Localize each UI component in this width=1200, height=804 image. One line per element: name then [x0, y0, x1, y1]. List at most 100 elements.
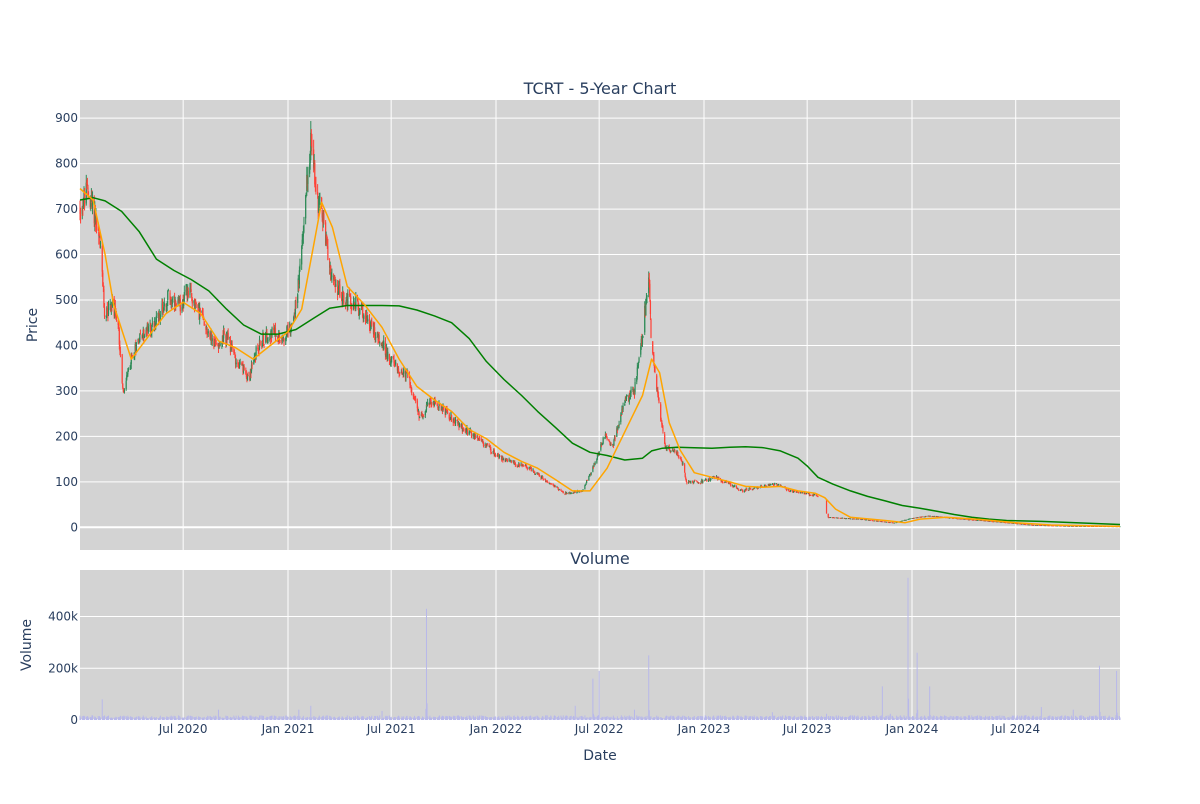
volume-bar: [761, 716, 763, 720]
volume-bar: [696, 717, 698, 720]
candle-body: [481, 439, 483, 442]
volume-bar: [290, 717, 292, 720]
candle-body: [1025, 524, 1027, 526]
volume-bar: [194, 718, 196, 720]
volume-bar: [768, 717, 770, 720]
volume-bar: [342, 716, 344, 720]
volume-bar: [800, 716, 802, 720]
candle-body: [383, 340, 385, 350]
volume-bar: [859, 718, 861, 720]
volume-bar: [1112, 716, 1114, 720]
candle-body: [605, 435, 608, 439]
volume-bar: [455, 718, 457, 720]
volume-bar: [286, 716, 288, 720]
volume-bar: [680, 716, 682, 720]
volume-bar: [437, 717, 439, 720]
candle-body: [695, 480, 698, 482]
volume-bar: [205, 718, 207, 720]
volume-bar: [331, 717, 333, 720]
volume-bar: [598, 670, 600, 720]
volume-bar: [856, 716, 858, 720]
volume-bar: [98, 716, 100, 720]
price-grid: [80, 100, 1120, 550]
volume-bar: [447, 716, 449, 720]
volume-bar: [466, 715, 468, 720]
volume-bar: [833, 716, 835, 720]
volume-bar: [620, 716, 622, 720]
candle-body: [107, 313, 109, 316]
volume-bar: [465, 717, 467, 720]
volume-bar: [259, 715, 261, 720]
candle-body: [833, 517, 836, 519]
volume-bar: [915, 717, 917, 720]
volume-bar: [203, 717, 205, 720]
volume-bar: [342, 717, 344, 720]
volume-bar: [505, 717, 507, 720]
volume-bar: [251, 717, 253, 720]
candle-body: [686, 481, 688, 484]
candle-body: [478, 438, 481, 440]
candle-body: [139, 333, 142, 335]
candle-body: [385, 354, 387, 356]
volume-bar: [860, 717, 862, 720]
volume-bar: [995, 716, 997, 720]
candle-body: [189, 288, 192, 289]
volume-bar: [869, 717, 871, 720]
candle-body: [223, 330, 225, 334]
candle-body: [449, 418, 452, 420]
volume-bar: [745, 717, 747, 720]
volume-bar: [1098, 665, 1100, 720]
volume-bar: [824, 716, 826, 720]
volume-bar: [367, 717, 369, 720]
price-y-tick-label: 900: [55, 111, 78, 125]
candle-body: [250, 364, 253, 372]
volume-bar: [1056, 717, 1058, 720]
volume-bar: [492, 717, 494, 720]
volume-bar: [119, 717, 121, 720]
volume-bar: [928, 716, 930, 720]
candle-body: [861, 519, 864, 520]
volume-bar: [1051, 715, 1053, 720]
volume-bar: [330, 717, 332, 720]
volume-bar: [774, 715, 776, 720]
volume-bar: [518, 718, 520, 720]
volume-bar: [129, 716, 131, 720]
volume-bar: [565, 716, 567, 720]
candle-body: [816, 495, 818, 497]
volume-bar: [673, 717, 675, 720]
volume-bar: [522, 715, 524, 720]
volume-bar: [501, 717, 503, 720]
candle-body: [778, 484, 780, 486]
volume-bar: [822, 717, 824, 720]
volume-bar: [520, 717, 522, 720]
volume-bar: [318, 716, 320, 720]
candle-body: [752, 488, 755, 490]
volume-bar: [277, 718, 279, 720]
candle-body: [841, 517, 844, 519]
candle-body: [275, 335, 277, 337]
candle-body: [138, 342, 140, 344]
volume-bar: [175, 717, 177, 720]
volume-bar: [689, 717, 691, 720]
candle-body: [274, 328, 277, 337]
candle-body: [235, 362, 237, 365]
candle-body: [1057, 525, 1059, 527]
volume-bar: [469, 715, 471, 720]
volume-bar: [604, 717, 606, 720]
volume-bar: [757, 717, 759, 720]
volume-bar: [628, 715, 630, 720]
candle-body: [812, 495, 814, 497]
volume-bar: [322, 715, 324, 720]
volume-bar: [1100, 717, 1102, 720]
volume-bar: [1007, 716, 1009, 720]
candle-body: [371, 321, 373, 326]
volume-bar: [506, 715, 508, 720]
volume-bar: [777, 717, 779, 720]
volume-bar: [748, 716, 750, 720]
volume-bar: [99, 717, 101, 720]
volume-bar: [215, 715, 217, 720]
candle-body: [241, 362, 243, 366]
volume-bar: [943, 715, 945, 720]
volume-bar: [183, 717, 185, 720]
volume-bar: [769, 716, 771, 720]
